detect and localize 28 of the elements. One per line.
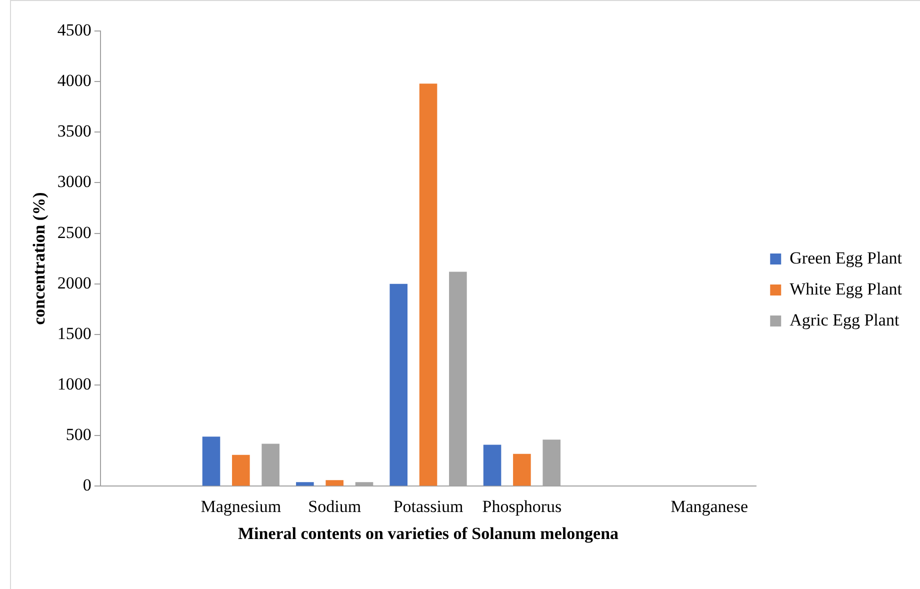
y-tick-label: 0: [82, 476, 92, 495]
y-tick-label: 1500: [57, 324, 92, 343]
y-tick-label: 3000: [57, 172, 92, 192]
y-tick-label: 3500: [57, 122, 92, 141]
y-axis-title: concentration (%): [30, 192, 49, 325]
x-tick-label: Potassium: [393, 496, 464, 516]
y-tick-label: 500: [66, 425, 92, 444]
bar: [513, 454, 531, 486]
bar: [202, 436, 220, 486]
y-tick-label: 1000: [57, 374, 92, 394]
bar: [390, 284, 408, 486]
x-tick-label: Phosphorus: [482, 496, 562, 516]
bar: [419, 84, 438, 486]
bar: [483, 444, 502, 486]
x-tick-label: Magnesium: [200, 496, 282, 516]
y-tick-label: 4500: [57, 20, 92, 40]
y-tick-label: 2500: [57, 222, 92, 242]
x-tick-label: Sodium: [308, 496, 362, 516]
bar: [326, 480, 344, 486]
x-axis-title: Mineral contents on varieties of Solanum melongena: [238, 524, 620, 544]
legend-label: White Egg Plant: [790, 279, 902, 298]
bar: [296, 482, 314, 486]
legend-label: Green Egg Plant: [790, 248, 902, 268]
y-tick-label: 2000: [57, 273, 92, 292]
y-tick-label: 4000: [57, 71, 92, 90]
legend-label: Agric Egg Plant: [790, 310, 900, 330]
x-tick-label: Manganese: [670, 496, 748, 516]
bar: [232, 454, 250, 486]
